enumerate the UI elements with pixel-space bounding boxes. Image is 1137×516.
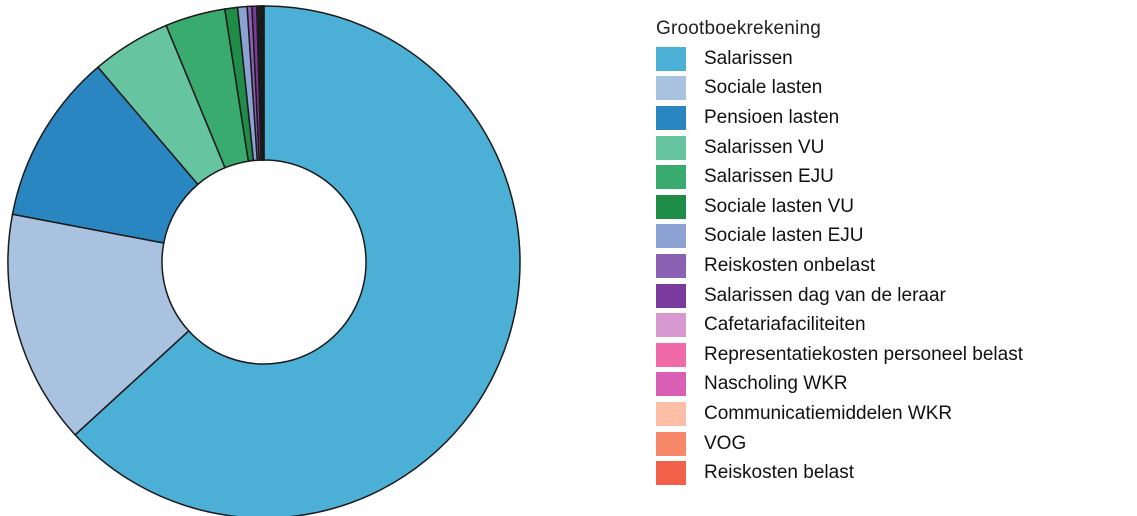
legend-label: Pensioen lasten	[704, 106, 840, 128]
legend-swatch	[656, 283, 686, 308]
pie-slice[interactable]	[7, 213, 190, 436]
legend-item[interactable]: Representatiekosten personeel belast	[656, 340, 1023, 370]
legend-title: Grootboekrekening	[656, 18, 822, 39]
legend-item[interactable]: Sociale lasten EJU	[656, 222, 1023, 252]
pie-slice[interactable]	[11, 66, 199, 244]
legend-swatch	[656, 253, 686, 278]
pie-slice[interactable]	[74, 5, 521, 516]
legend-item[interactable]: Salarissen	[656, 44, 1023, 74]
chart-legend: Grootboekrekening Salarissen Sociale last…	[656, 14, 1023, 488]
legend-label: Sociale lasten	[704, 77, 823, 99]
legend-swatch	[656, 194, 686, 219]
legend-items: Salarissen Sociale lasten Pensioen lasten S…	[656, 44, 1023, 488]
legend-label: VOG	[704, 432, 747, 454]
legend-label: Communicatiemiddelen WKR	[704, 402, 953, 424]
donut-chart	[7, 5, 521, 516]
legend-swatch	[656, 313, 686, 338]
legend-swatch	[656, 461, 686, 486]
legend-item[interactable]: Salarissen EJU	[656, 162, 1023, 192]
legend-label: Salarissen VU	[704, 136, 825, 158]
legend-item[interactable]: Cafetariafaciliteiten	[656, 310, 1023, 340]
legend-swatch	[656, 431, 686, 456]
pie-slice[interactable]	[262, 5, 265, 161]
legend-item[interactable]: Reiskosten belast	[656, 458, 1023, 488]
legend-item[interactable]: Reiskosten onbelast	[656, 251, 1023, 281]
legend-label: Salarissen dag van de leraar	[704, 284, 946, 306]
legend-label: Reiskosten onbelast	[704, 254, 876, 276]
legend-label: Representatiekosten personeel belast	[704, 343, 1023, 365]
legend-item[interactable]: Nascholing WKR	[656, 370, 1023, 400]
legend-item[interactable]: Pensioen lasten	[656, 103, 1023, 133]
legend-item[interactable]: Sociale lasten	[656, 74, 1023, 104]
legend-item[interactable]: VOG	[656, 429, 1023, 459]
legend-label: Sociale lasten VU	[704, 195, 854, 217]
legend-label: Reiskosten belast	[704, 462, 854, 484]
legend-swatch	[656, 46, 686, 71]
legend-swatch	[656, 342, 686, 367]
legend-swatch	[656, 135, 686, 160]
legend-swatch	[656, 76, 686, 101]
legend-item[interactable]: Communicatiemiddelen WKR	[656, 399, 1023, 429]
legend-label: Salarissen EJU	[704, 166, 834, 188]
legend-label: Sociale lasten EJU	[704, 225, 864, 247]
legend-swatch	[656, 224, 686, 249]
legend-item[interactable]: Salarissen VU	[656, 133, 1023, 163]
legend-swatch	[656, 105, 686, 130]
donut-slices	[7, 5, 521, 516]
legend-swatch	[656, 401, 686, 426]
legend-label: Cafetariafaciliteiten	[704, 314, 866, 336]
legend-label: Nascholing WKR	[704, 373, 848, 395]
legend-swatch	[656, 372, 686, 397]
legend-label: Salarissen	[704, 47, 793, 69]
legend-item[interactable]: Sociale lasten VU	[656, 192, 1023, 222]
legend-swatch	[656, 165, 686, 190]
legend-item[interactable]: Salarissen dag van de leraar	[656, 281, 1023, 311]
